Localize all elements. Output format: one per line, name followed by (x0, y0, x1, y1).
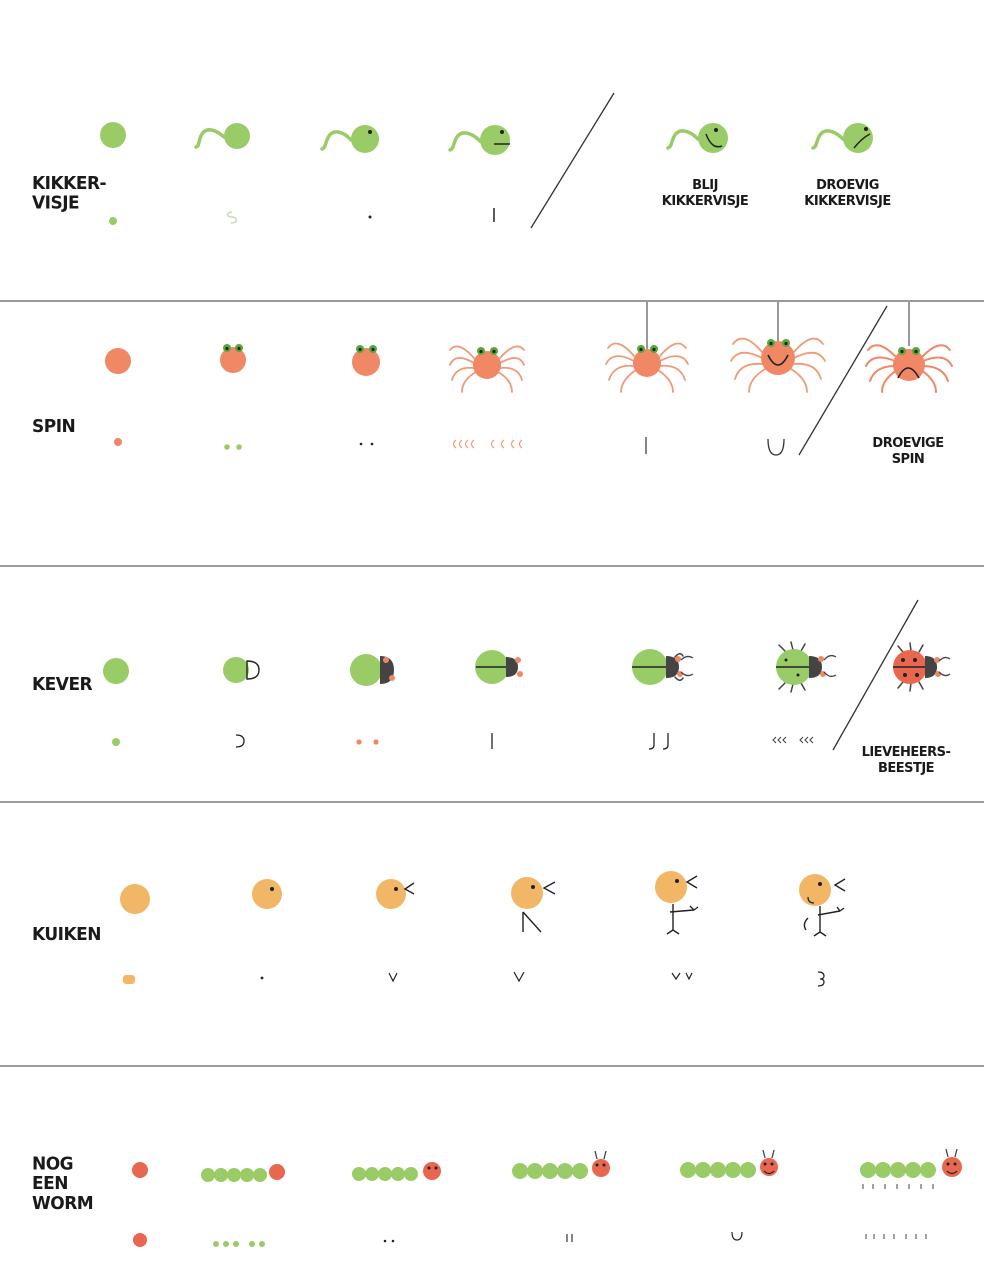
chick-step-2 (252, 879, 282, 909)
happy-tadpole (666, 123, 728, 153)
caption-droevig-kikkervisje: DROEVIG KIKKERVISJE (790, 178, 905, 210)
separator-line (798, 305, 888, 456)
tadpole-step-2 (194, 123, 250, 149)
row-divider (0, 300, 984, 302)
hint-legs (865, 1234, 927, 1239)
label-line: KIKKER- (32, 173, 107, 194)
caption-line: SPIN (891, 452, 925, 467)
caption-line: DROEVIG (816, 178, 879, 193)
hint-legs (772, 736, 814, 744)
caption-lieveheersbeestje: LIEVEHEERS- BEESTJE (846, 745, 966, 777)
hint-head (235, 734, 245, 748)
hint-dot (224, 444, 230, 450)
caption-droevige-spin: DROEVIGE SPIN (858, 436, 958, 468)
spider-step-4 (449, 345, 525, 393)
tadpole-step-4 (448, 125, 510, 155)
hint-dot (112, 738, 120, 746)
beetle-step-3 (350, 654, 395, 686)
hint-dot (383, 1239, 387, 1243)
worm-step-3 (352, 1162, 441, 1181)
tadpole-step-1 (100, 122, 126, 148)
sad-tadpole (811, 123, 873, 153)
row-kuiken (120, 871, 846, 987)
hint-dots (213, 1241, 265, 1247)
row-divider (0, 565, 984, 567)
label-line: VISJE (32, 192, 80, 214)
row-label-spin: SPIN (32, 416, 76, 438)
label-line: KEVER (32, 674, 93, 696)
caption-blij-kikkervisje: BLIJ KIKKERVISJE (650, 178, 760, 210)
spider-step-3 (352, 345, 380, 376)
label-line: NOG (32, 1153, 74, 1175)
row-kever (103, 599, 951, 751)
caption-line: KIKKERVISJE (661, 194, 749, 209)
row-kikkervisje (100, 92, 873, 229)
spider-step-2 (220, 344, 246, 373)
spider-step-1 (105, 348, 131, 374)
row-label-kikkervisje: KIKKER- VISJE (32, 173, 107, 214)
label-line: EEN (32, 1173, 68, 1195)
sad-spider (865, 302, 953, 393)
caption-line: BEESTJE (877, 761, 935, 776)
worm-step-2 (201, 1164, 285, 1182)
hint-dot (133, 1233, 147, 1247)
tadpole-step-3 (320, 125, 379, 153)
caption-line: KIKKERVISJE (804, 194, 891, 209)
row-label-worm: NOG EEN WORM (32, 1153, 94, 1215)
row-divider (0, 801, 984, 803)
hint-dot (109, 217, 117, 225)
hint-dot (114, 438, 122, 446)
chick-step-3 (376, 879, 415, 909)
hint-dot (368, 215, 372, 219)
hint-dot (123, 975, 135, 984)
hint-dot (370, 442, 374, 446)
hint-feet (671, 972, 693, 981)
label-line: KUIKEN (32, 924, 102, 946)
caption-line: BLIJ (692, 178, 718, 193)
beetle-step-2 (223, 657, 260, 683)
hint-legs (513, 971, 525, 983)
hint-legs (648, 733, 669, 750)
hint-tail (226, 211, 238, 224)
chick-step-5 (655, 871, 699, 935)
spider-step-5 (605, 302, 689, 393)
beetle-step-1 (103, 658, 129, 684)
row-divider (0, 1065, 984, 1067)
beetle-step-4 (475, 650, 523, 684)
caption-line: DROEVIGE (872, 436, 944, 451)
caption-line: LIEVEHEERS- (861, 745, 951, 760)
worm-step-6 (860, 1148, 962, 1189)
row-worm (132, 1148, 962, 1247)
row-label-kuiken: KUIKEN (32, 924, 102, 946)
hint-smile (731, 1231, 743, 1241)
worm-step-5 (680, 1149, 778, 1178)
chick-step-1 (120, 884, 150, 914)
chick-step-4 (511, 877, 556, 933)
beetle-step-5 (632, 649, 694, 685)
row-spin (105, 302, 953, 456)
ladybug (893, 642, 951, 692)
hint-smile (767, 438, 785, 456)
chick-step-6 (799, 874, 846, 937)
label-line: WORM (32, 1193, 94, 1215)
spider-step-6 (730, 302, 826, 393)
hint-antennae (566, 1234, 573, 1242)
worm-step-1 (132, 1162, 148, 1178)
hint-dot (260, 976, 264, 980)
hint-beak (388, 972, 398, 983)
hint-legs (452, 439, 523, 449)
hint-dot (391, 1239, 395, 1243)
hint-wing (817, 971, 825, 987)
separator-line (832, 599, 919, 751)
beetle-step-6 (776, 641, 837, 693)
hint-dot (236, 444, 242, 450)
hint-dot (359, 442, 363, 446)
hint-dot (356, 739, 362, 745)
hint-dot (373, 739, 379, 745)
separator-line (530, 92, 615, 229)
worm-step-4 (512, 1150, 610, 1179)
label-line: SPIN (32, 416, 76, 438)
row-label-kever: KEVER (32, 674, 93, 696)
